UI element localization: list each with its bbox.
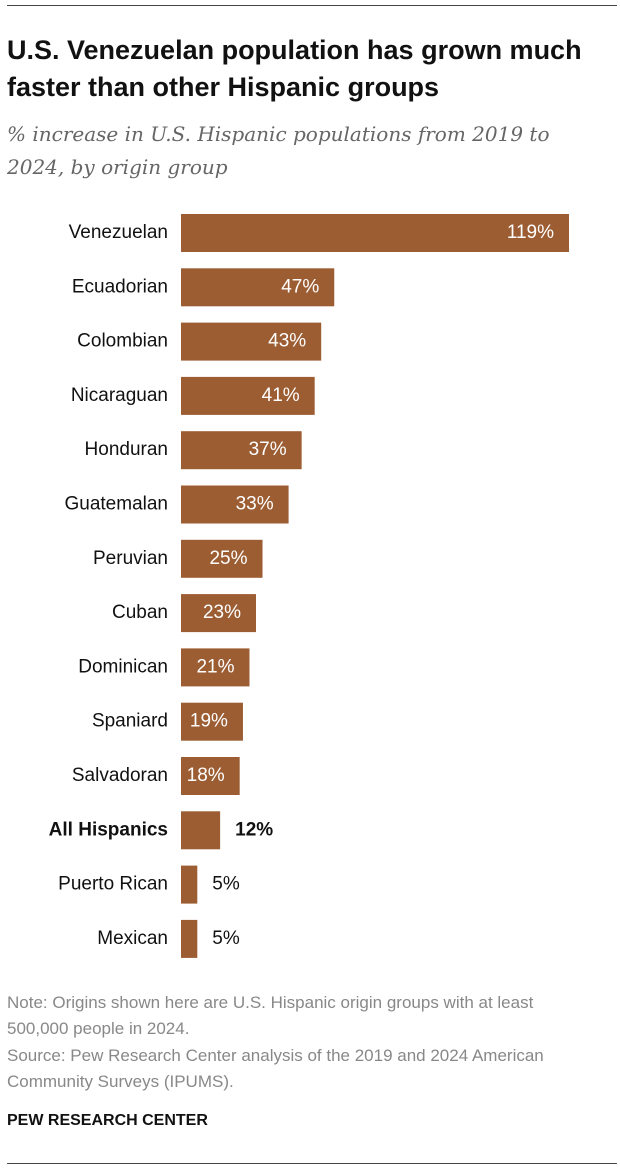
top-rule (7, 5, 617, 6)
credit: PEW RESEARCH CENTER (7, 1112, 208, 1129)
category-label: Guatemalan (64, 494, 168, 515)
bar (181, 539, 263, 578)
category-label: All Hispanics (49, 819, 168, 840)
category-label: Nicaraguan (71, 385, 168, 406)
bar (181, 648, 250, 687)
value-label: 47% (281, 276, 319, 297)
bar (181, 376, 315, 415)
value-label: 119% (507, 222, 554, 243)
value-label: 41% (262, 385, 300, 406)
value-label: 18% (187, 765, 225, 786)
bar (181, 214, 569, 252)
bottom-rule (7, 1163, 617, 1164)
value-label: 33% (236, 494, 274, 515)
value-label: 5% (212, 874, 240, 895)
bar (181, 485, 289, 524)
bar (181, 811, 221, 850)
value-label: 19% (190, 711, 228, 732)
category-label: Peruvian (93, 548, 168, 569)
value-label: 5% (212, 928, 240, 949)
bar (181, 919, 198, 958)
source: Source: Pew Research Center analysis of … (7, 1046, 544, 1091)
category-label: Honduran (85, 439, 168, 460)
category-label: Colombian (77, 331, 168, 352)
value-label: 12% (235, 819, 273, 840)
note: Note: Origins shown here are U.S. Hispan… (7, 993, 534, 1038)
value-label: 43% (268, 331, 306, 352)
bar (181, 268, 335, 307)
category-label: Salvadoran (72, 765, 168, 786)
value-label: 25% (209, 548, 247, 569)
value-label: 23% (203, 602, 241, 623)
chart-title: U.S. Venezuelan population has grown muc… (7, 35, 582, 102)
value-label: 37% (249, 439, 287, 460)
category-label: Venezuelan (69, 222, 168, 243)
bar (181, 757, 240, 795)
bar (181, 431, 302, 470)
chart-subtitle: % increase in U.S. Hispanic populations … (7, 122, 550, 179)
chart: Venezuelan 119% Ecuadorian 47% Colombian 43% N… (49, 214, 569, 958)
category-label: Dominican (78, 656, 168, 677)
category-label: Puerto Rican (58, 874, 168, 895)
value-label: 21% (196, 656, 234, 677)
bar (181, 594, 256, 633)
bar (181, 702, 243, 741)
category-label: Ecuadorian (72, 276, 168, 297)
category-label: Spaniard (92, 711, 168, 732)
bar (181, 322, 322, 361)
category-label: Cuban (112, 602, 168, 623)
bar (181, 865, 198, 904)
category-label: Mexican (97, 928, 168, 949)
